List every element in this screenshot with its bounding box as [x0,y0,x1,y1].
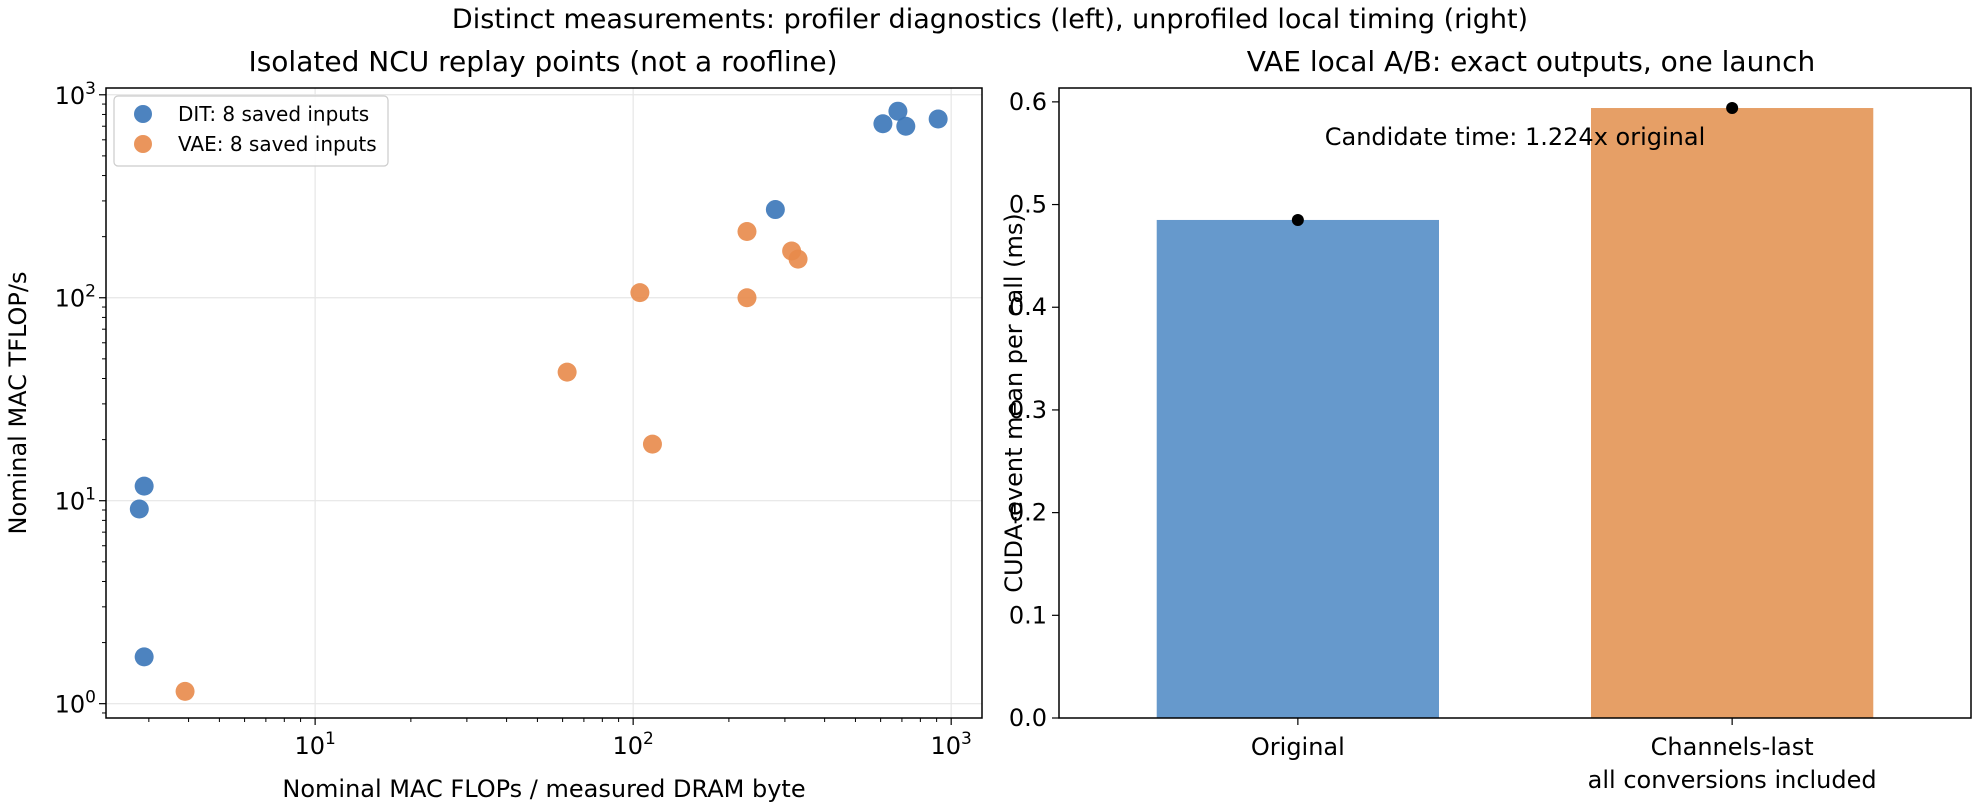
scatter-xlabel: Nominal MAC FLOPs / measured DRAM byte [282,775,805,803]
dit-point [134,647,154,667]
scatter-points [129,101,948,701]
scatter-legend: DIT: 8 saved inputs VAE: 8 saved inputs [113,95,389,167]
legend-label: VAE: 8 saved inputs [178,132,377,156]
y-tick-label: 103 [55,79,96,110]
legend-box [113,95,389,167]
vae-point [737,288,757,308]
y-tick-label: 102 [55,282,96,313]
vae-point [557,362,577,382]
dit-point [134,476,154,496]
legend-marker [134,105,152,123]
bar-channels-last [1591,108,1874,718]
scatter-plot: Isolated NCU replay points (not a roofli… [4,45,983,803]
dit-point [129,499,149,519]
dit-point [896,116,916,136]
vae-point [630,283,650,303]
vae-point [175,681,195,701]
figure-suptitle: Distinct measurements: profiler diagnost… [452,4,1528,35]
x-tick-label: 101 [294,729,335,760]
vae-point [737,222,757,242]
dit-point [873,114,893,134]
dit-point [765,200,785,220]
x-tick-label: 102 [612,729,653,760]
bar-y-tick-label: 0.6 [1009,88,1047,116]
bar-x-tick-label: Channels-last all conversions included [1588,733,1877,794]
bar-y-tick-label: 0.5 [1009,191,1047,219]
legend-marker [134,135,152,153]
bar-chart: VAE local A/B: exact outputs, one launch… [1000,45,1972,794]
bars [1156,102,1874,718]
vae-point [642,434,662,454]
bar-x-tick-label: Original [1251,733,1345,761]
dit-point [888,101,908,121]
bar-annotation: Candidate time: 1.224x original [1325,123,1706,151]
bar-y-tick-label: 0.0 [1009,704,1047,732]
scatter-ylabel: Nominal MAC TFLOP/s [4,272,32,535]
bar-y-tick-label: 0.3 [1009,396,1047,424]
dit-point [928,109,948,129]
bar-y-tick-label: 0.2 [1009,499,1047,527]
bar-ylabel: CUDA-event mean per call (ms) [1000,213,1028,593]
bar-y-tick-label: 0.1 [1009,601,1047,629]
mean-marker [1291,213,1304,226]
y-tick-label: 101 [55,485,96,516]
bar-ticks: 0.0 0.1 0.2 0.3 0.4 0.5 0.6 Original Channels-la… [1009,88,1877,794]
scatter-title: Isolated NCU replay points (not a roofli… [248,45,837,78]
bar-original [1156,219,1439,718]
bar-frame [1058,87,1972,719]
vae-point [788,249,808,269]
scatter-grid [106,88,982,718]
bar-title: VAE local A/B: exact outputs, one launch [1247,45,1815,78]
scatter-frame [105,87,983,719]
bar-y-tick-label: 0.4 [1009,293,1047,321]
scatter-ticks: 101 102 103 100 101 102 103 [55,79,972,760]
legend-label: DIT: 8 saved inputs [178,102,369,126]
x-tick-label: 103 [930,729,971,760]
y-tick-label: 100 [55,688,96,719]
mean-marker [1726,102,1739,115]
